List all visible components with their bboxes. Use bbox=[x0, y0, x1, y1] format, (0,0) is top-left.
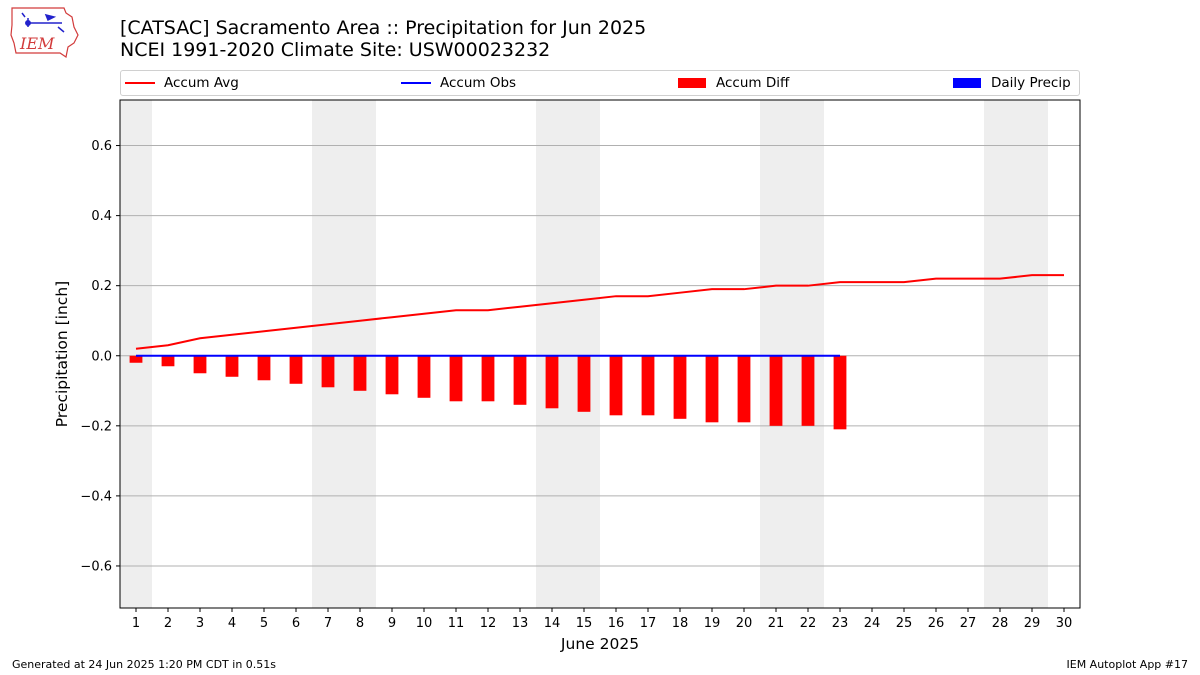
accum-diff-bar bbox=[609, 355, 623, 416]
x-tick-label: 26 bbox=[928, 616, 945, 631]
weekend-shade bbox=[760, 100, 824, 608]
x-tick-label: 17 bbox=[640, 616, 657, 631]
x-axis-label: June 2025 bbox=[560, 635, 639, 653]
accum-avg-line bbox=[135, 274, 1064, 350]
accum-diff-bar bbox=[833, 355, 847, 430]
accum-diff-bar bbox=[289, 355, 303, 384]
x-tick-label: 23 bbox=[832, 616, 849, 631]
x-tick-label: 28 bbox=[992, 616, 1009, 631]
accum-diff-bar bbox=[353, 355, 367, 391]
legend: Accum Avg Accum Obs Accum Diff Daily Pre… bbox=[120, 70, 1080, 96]
x-tick-label: 19 bbox=[704, 616, 721, 631]
accum-diff-bar bbox=[577, 355, 591, 412]
accum-diff-bar bbox=[737, 355, 751, 423]
accum-diff-bar bbox=[321, 355, 335, 388]
x-tick-label: 7 bbox=[324, 616, 332, 631]
accum-diff-bar bbox=[161, 355, 175, 367]
plot-frame bbox=[119, 99, 1081, 609]
accum-diff-bar bbox=[481, 355, 495, 402]
x-tick-label: 3 bbox=[196, 616, 204, 631]
y-tick-label: −0.2 bbox=[80, 419, 112, 434]
iem-logo: IEM bbox=[10, 7, 79, 58]
accum-diff-bar bbox=[513, 355, 527, 405]
x-tick-label: 25 bbox=[896, 616, 913, 631]
x-tick-label: 13 bbox=[512, 616, 529, 631]
x-tick-label: 18 bbox=[672, 616, 689, 631]
app-credit: IEM Autoplot App #17 bbox=[1066, 658, 1189, 671]
x-tick-label: 2 bbox=[164, 616, 172, 631]
x-tick-label: 16 bbox=[608, 616, 625, 631]
legend-item-accum-obs: Accum Obs bbox=[401, 74, 516, 92]
y-tick-label: −0.6 bbox=[80, 559, 112, 574]
x-tick-label: 20 bbox=[736, 616, 753, 631]
x-tick-label: 10 bbox=[416, 616, 433, 631]
y-tick-label: 0.6 bbox=[91, 139, 112, 154]
legend-label: Accum Diff bbox=[716, 75, 790, 91]
accum-diff-bar bbox=[449, 355, 463, 402]
x-tick-label: 4 bbox=[228, 616, 236, 631]
chart-subtitle: NCEI 1991-2020 Climate Site: USW00023232 bbox=[120, 39, 551, 61]
accum-diff-bar bbox=[129, 355, 143, 363]
accum-diff-bar bbox=[641, 355, 655, 416]
x-tick-label: 21 bbox=[768, 616, 785, 631]
accum-diff-bar bbox=[385, 355, 399, 395]
legend-patch-swatch bbox=[953, 78, 981, 88]
weekend-shade bbox=[312, 100, 376, 608]
x-tick-label: 24 bbox=[864, 616, 881, 631]
legend-label: Accum Avg bbox=[164, 75, 239, 91]
accum-diff-bar bbox=[769, 355, 783, 426]
x-tick-label: 14 bbox=[544, 616, 561, 631]
generated-timestamp: Generated at 24 Jun 2025 1:20 PM CDT in … bbox=[12, 658, 277, 671]
accum-diff-bar bbox=[257, 355, 271, 381]
accum-diff-bar bbox=[193, 355, 207, 374]
x-tick-label: 5 bbox=[260, 616, 268, 631]
x-tick-label: 15 bbox=[576, 616, 593, 631]
accum-diff-bar bbox=[801, 355, 815, 426]
x-tick-label: 12 bbox=[480, 616, 497, 631]
accum-diff-bar bbox=[673, 355, 687, 419]
x-tick-label: 8 bbox=[356, 616, 364, 631]
legend-item-accum-diff: Accum Diff bbox=[678, 74, 789, 92]
x-tick-label: 11 bbox=[448, 616, 465, 631]
y-tick-label: 0.0 bbox=[91, 349, 112, 364]
logo-text: IEM bbox=[19, 34, 55, 53]
y-tick-label: −0.4 bbox=[80, 489, 112, 504]
legend-patch-swatch bbox=[678, 78, 706, 88]
legend-line-swatch bbox=[401, 82, 431, 84]
x-tick-label: 27 bbox=[960, 616, 977, 631]
chart-title: [CATSAC] Sacramento Area :: Precipitatio… bbox=[120, 17, 647, 39]
x-tick-label: 29 bbox=[1024, 616, 1041, 631]
accum-diff-bar bbox=[417, 355, 431, 398]
accum-diff-bar bbox=[225, 355, 239, 377]
legend-item-daily-precip: Daily Precip bbox=[953, 74, 1071, 92]
legend-item-accum-avg: Accum Avg bbox=[125, 74, 239, 92]
y-axis-label: Precipitation [inch] bbox=[53, 281, 71, 427]
y-tick-label: 0.4 bbox=[91, 209, 112, 224]
x-tick-label: 30 bbox=[1056, 616, 1073, 631]
legend-line-swatch bbox=[125, 82, 155, 84]
x-tick-label: 22 bbox=[800, 616, 817, 631]
x-tick-label: 1 bbox=[132, 616, 140, 631]
legend-label: Accum Obs bbox=[440, 75, 517, 91]
weekend-shade bbox=[120, 100, 152, 608]
weekend-shade bbox=[984, 100, 1048, 608]
weekend-shade bbox=[536, 100, 600, 608]
accum-diff-bar bbox=[705, 355, 719, 423]
legend-label: Daily Precip bbox=[991, 75, 1071, 91]
accum-diff-bar bbox=[545, 355, 559, 409]
x-tick-label: 9 bbox=[388, 616, 396, 631]
x-tick-label: 6 bbox=[292, 616, 300, 631]
y-tick-label: 0.2 bbox=[91, 279, 112, 294]
